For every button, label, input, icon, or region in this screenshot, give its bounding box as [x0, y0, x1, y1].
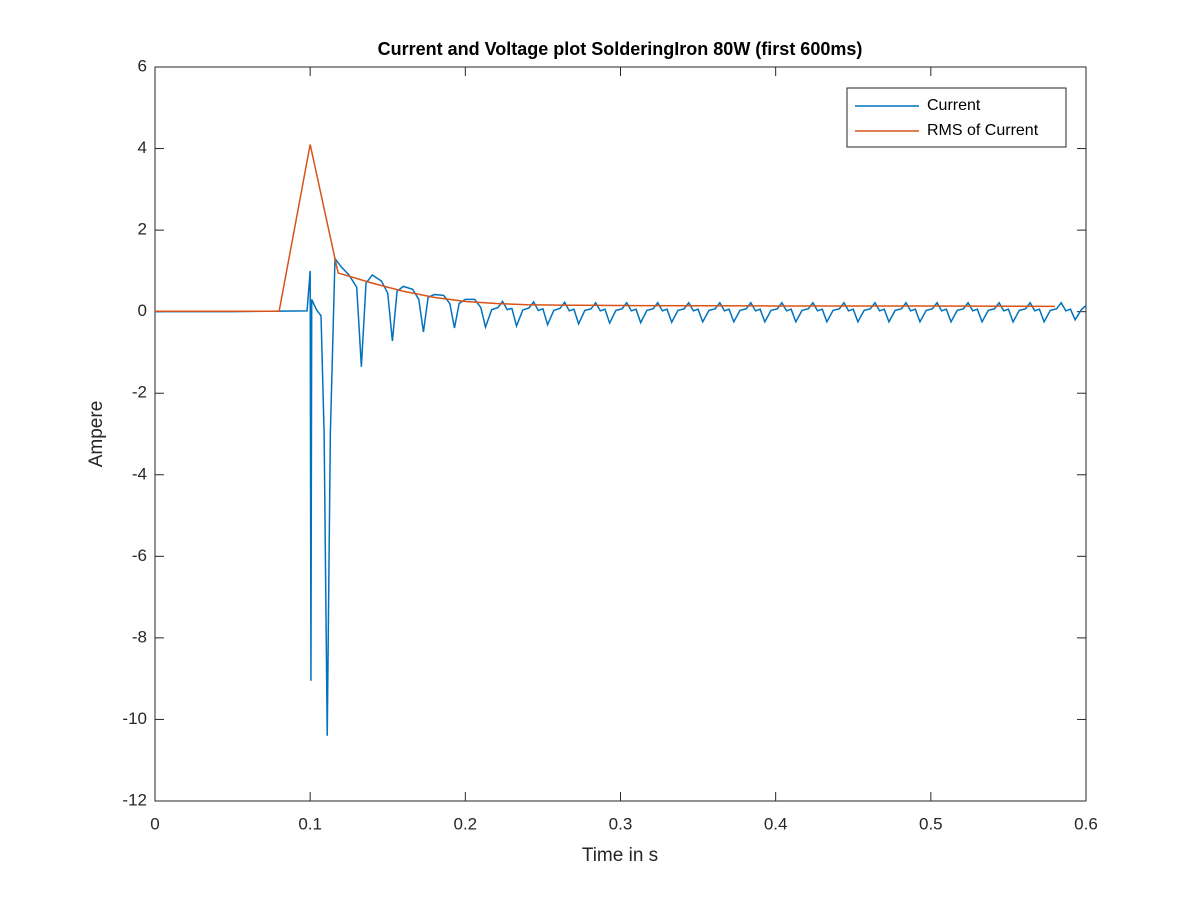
- y-tick-label: -6: [132, 546, 147, 565]
- x-tick-label: 0.1: [298, 814, 322, 833]
- y-axis-label: Ampere: [86, 401, 107, 468]
- y-tick-label: -10: [122, 709, 147, 728]
- x-tick-label: 0.4: [764, 814, 788, 833]
- x-tick-label: 0.6: [1074, 814, 1098, 833]
- x-axis-label: Time in s: [582, 845, 658, 866]
- legend-label: Current: [927, 97, 981, 114]
- line-series: [155, 144, 1055, 313]
- x-tick-label: 0.3: [609, 814, 633, 833]
- x-tick-label: 0.2: [454, 814, 478, 833]
- y-tick-label: 0: [138, 301, 147, 320]
- y-tick-label: 2: [138, 220, 147, 239]
- y-tick-label: -4: [132, 464, 147, 483]
- y-tick-label: 6: [138, 56, 147, 75]
- x-tick-label: 0.5: [919, 814, 943, 833]
- legend-label: RMS of Current: [927, 122, 1039, 139]
- y-tick-label: -12: [122, 790, 147, 809]
- x-tick-label: 0: [150, 814, 159, 833]
- chart-title: Current and Voltage plot SolderingIron 8…: [378, 39, 863, 59]
- legend-box: [846, 87, 1067, 148]
- plot-box: [154, 66, 1087, 802]
- y-tick-label: -8: [132, 627, 147, 646]
- line-series: [155, 256, 1087, 736]
- y-tick-label: -2: [132, 383, 147, 402]
- y-tick-label: 4: [138, 138, 147, 157]
